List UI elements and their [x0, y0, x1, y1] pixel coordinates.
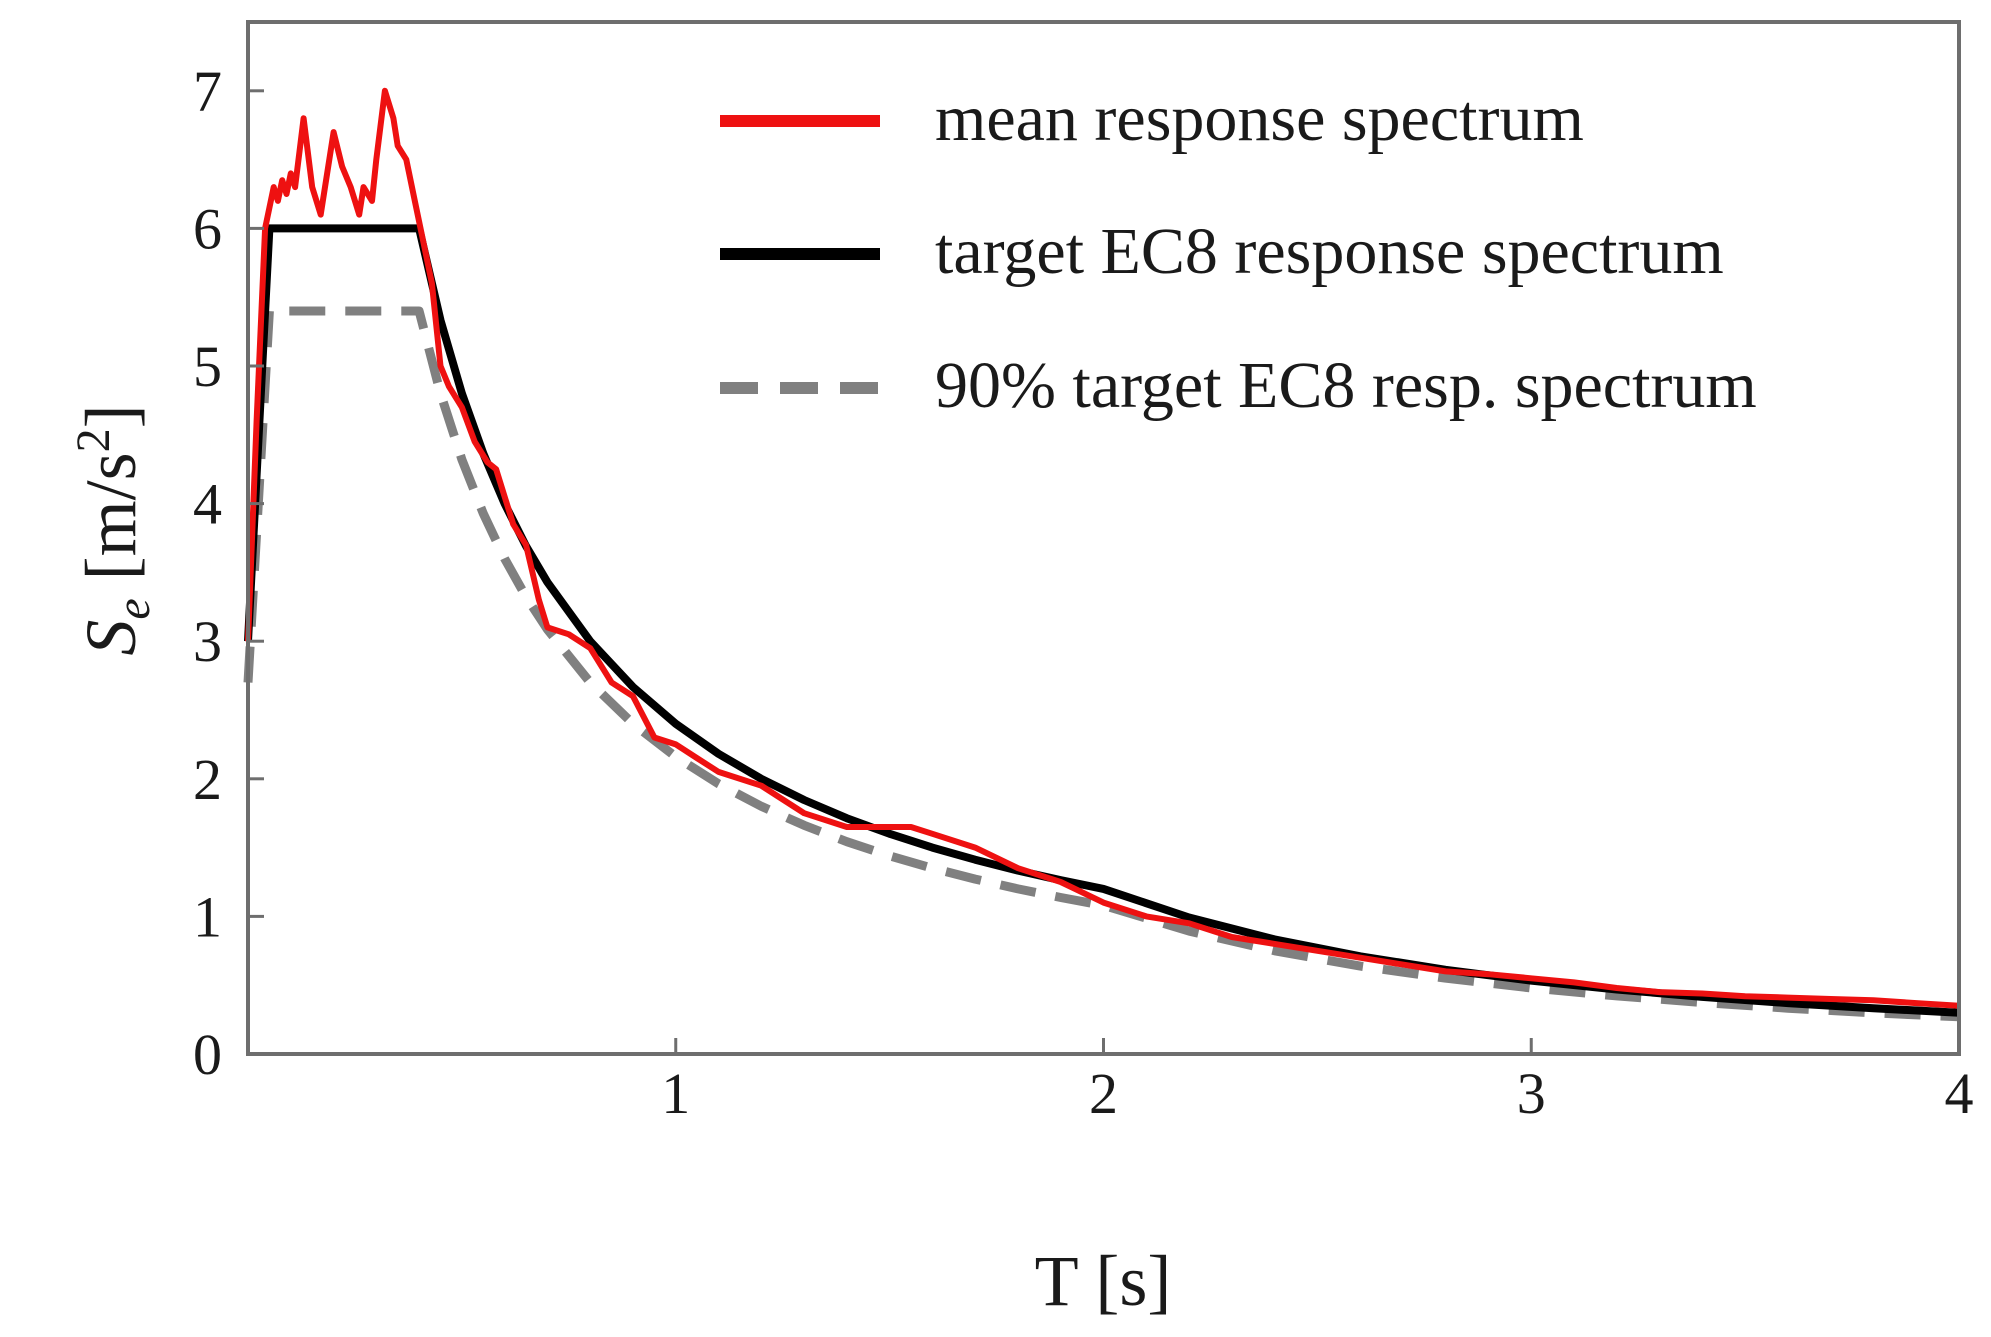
y-tick-labels: 0 1 2 3 4 5 6 7 — [193, 59, 222, 1087]
y-axis-subscript: e — [107, 598, 160, 619]
y-axis-symbol: S — [71, 620, 151, 656]
y-tick-label: 5 — [193, 334, 222, 399]
x-tick-labels: 1 2 3 4 — [661, 1061, 1973, 1126]
y-axis-unit-prefix: [m/s — [71, 452, 151, 598]
series-line-90pct — [243, 306, 1960, 1022]
x-tick-label: 1 — [661, 1061, 690, 1126]
series-line-mean — [245, 87, 1960, 1009]
y-tick-label: 0 — [193, 1022, 222, 1087]
y-tick-label: 4 — [193, 472, 222, 537]
y-axis-unit-power: 2 — [67, 428, 120, 452]
plot-frame — [246, 20, 1961, 1056]
legend: mean response spectrum target EC8 respon… — [720, 82, 1757, 422]
y-axis-unit-suffix: ] — [71, 404, 151, 428]
y-tick-label: 3 — [193, 609, 222, 674]
legend-label-90pct: 90% target EC8 resp. spectrum — [935, 349, 1757, 422]
ticks-layer — [248, 89, 1961, 1056]
y-tick-label: 6 — [193, 196, 222, 261]
y-tick-label: 2 — [193, 747, 222, 812]
x-axis-title: T [s] — [1035, 1241, 1172, 1321]
x-tick-label: 3 — [1517, 1061, 1546, 1126]
y-tick-label: 7 — [193, 59, 222, 124]
y-tick-label: 1 — [193, 884, 222, 949]
x-tick-label: 2 — [1089, 1061, 1118, 1126]
legend-label-target: target EC8 response spectrum — [935, 215, 1724, 288]
x-tick-label: 4 — [1945, 1061, 1974, 1126]
series-layer — [243, 87, 1960, 1022]
y-axis-title: Se [m/s2] — [67, 404, 160, 655]
legend-label-mean: mean response spectrum — [935, 82, 1584, 155]
